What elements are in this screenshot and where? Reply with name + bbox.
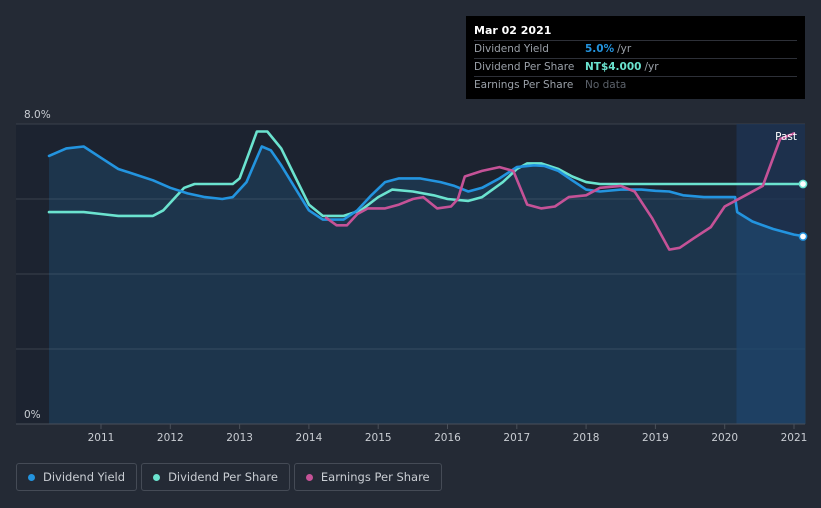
tooltip-value: No data xyxy=(585,79,627,91)
x-tick-label: 2016 xyxy=(434,432,461,444)
x-tick-label: 2017 xyxy=(503,432,530,444)
legend: Dividend Yield Dividend Per Share Earnin… xyxy=(16,463,442,491)
dividend-yield-area xyxy=(49,146,806,424)
legend-label: Earnings Per Share xyxy=(320,470,430,484)
dividend-yield-end-marker xyxy=(798,232,808,241)
tooltip-unit: /yr xyxy=(617,43,632,55)
earnings-per-share-line xyxy=(324,132,796,251)
earnings-per-share-dot-icon xyxy=(305,473,313,481)
end-markers xyxy=(798,179,808,241)
line-layer xyxy=(47,130,808,251)
x-tick-label: 2021 xyxy=(781,432,808,444)
legend-label: Dividend Per Share xyxy=(168,470,278,484)
tooltip-unit: /yr xyxy=(644,61,659,73)
dividend-yield-line xyxy=(47,145,808,238)
tooltip-row-dividend-per-share: Dividend Per Share NT$4.000 /yr xyxy=(474,58,797,76)
tooltip-label: Dividend Per Share xyxy=(474,61,575,73)
tooltip-date: Mar 02 2021 xyxy=(474,24,552,37)
tooltip-value: 5.0% xyxy=(585,43,615,55)
x-tick-label: 2019 xyxy=(642,432,669,444)
legend-label: Dividend Yield xyxy=(43,470,126,484)
legend-item-dividend-yield[interactable]: Dividend Yield xyxy=(16,463,138,491)
axes: 2011 2012 2013 2014 2015 2016 2017 2018 2019 2020… xyxy=(16,109,807,444)
legend-item-dividend-per-share[interactable]: Dividend Per Share xyxy=(141,463,290,491)
hover-tooltip: Mar 02 2021 Dividend Yield 5.0% /yr Divi… xyxy=(466,16,805,99)
x-tick-label: 2013 xyxy=(226,432,253,444)
y-tick-label: 0% xyxy=(24,409,41,421)
x-tick-label: 2012 xyxy=(157,432,184,444)
x-tick-label: 2018 xyxy=(573,432,600,444)
past-region xyxy=(736,124,805,424)
tooltip-row-earnings-per-share: Earnings Per Share No data xyxy=(474,76,797,94)
past-label: Past xyxy=(775,131,797,143)
tooltip-value: NT$4.000 xyxy=(585,61,642,73)
area-layer xyxy=(49,146,806,424)
x-tick-label: 2020 xyxy=(711,432,738,444)
x-tick-label: 2015 xyxy=(365,432,392,444)
x-tick-label: 2011 xyxy=(88,432,115,444)
tooltip-label: Earnings Per Share xyxy=(474,79,574,91)
dividend-yield-dot-icon xyxy=(28,473,35,481)
dividend-per-share-dot-icon xyxy=(153,473,161,481)
dividend-per-share-end-marker xyxy=(798,179,808,189)
tooltip-row-dividend-yield: Dividend Yield 5.0% /yr xyxy=(474,40,797,58)
y-tick-label: 8.0% xyxy=(24,109,51,121)
tooltip-label: Dividend Yield xyxy=(474,43,549,55)
x-tick-label: 2014 xyxy=(296,432,323,444)
legend-item-earnings-per-share[interactable]: Earnings Per Share xyxy=(293,463,442,491)
